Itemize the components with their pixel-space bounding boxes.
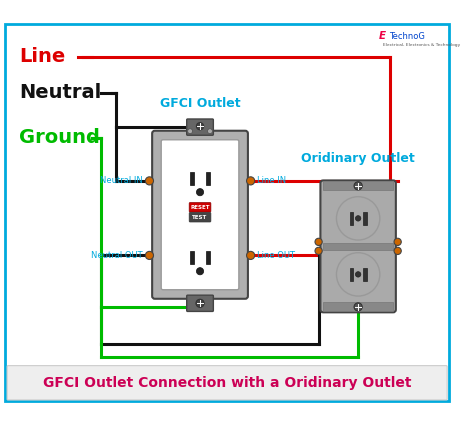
Bar	[190, 251, 194, 264]
Bar	[190, 172, 194, 185]
Circle shape	[196, 268, 204, 275]
Bar	[349, 212, 353, 225]
Text: E: E	[378, 31, 385, 41]
FancyBboxPatch shape	[152, 131, 248, 299]
Bar	[363, 268, 367, 280]
Text: RESET: RESET	[190, 205, 210, 210]
FancyBboxPatch shape	[7, 366, 447, 400]
Circle shape	[356, 215, 361, 221]
Circle shape	[315, 247, 322, 255]
Circle shape	[356, 272, 361, 277]
FancyBboxPatch shape	[323, 243, 393, 250]
Text: Electrical, Electronics & Technology: Electrical, Electronics & Technology	[383, 43, 460, 47]
FancyBboxPatch shape	[187, 119, 213, 135]
Circle shape	[196, 122, 204, 130]
Circle shape	[188, 129, 192, 134]
Circle shape	[196, 299, 204, 307]
Bar	[206, 251, 210, 264]
Circle shape	[246, 251, 255, 260]
Circle shape	[337, 197, 380, 240]
FancyBboxPatch shape	[323, 303, 393, 312]
Circle shape	[337, 253, 380, 296]
Circle shape	[246, 177, 255, 185]
Circle shape	[354, 303, 362, 311]
Bar	[363, 212, 367, 225]
Text: Ground: Ground	[19, 128, 100, 147]
FancyBboxPatch shape	[323, 181, 393, 190]
Circle shape	[196, 189, 204, 196]
Text: GFCI Outlet: GFCI Outlet	[160, 96, 240, 110]
Text: Oridinary Outlet: Oridinary Outlet	[301, 152, 415, 165]
Circle shape	[315, 238, 322, 246]
Text: Neutral: Neutral	[19, 83, 101, 102]
Circle shape	[208, 129, 212, 134]
FancyBboxPatch shape	[189, 212, 211, 222]
Text: Line IN: Line IN	[257, 176, 286, 185]
FancyBboxPatch shape	[189, 203, 211, 212]
FancyBboxPatch shape	[320, 181, 396, 312]
Circle shape	[146, 177, 154, 185]
FancyBboxPatch shape	[5, 24, 449, 401]
FancyBboxPatch shape	[187, 295, 213, 312]
Circle shape	[394, 247, 401, 255]
Circle shape	[146, 251, 154, 260]
Text: Line: Line	[19, 47, 65, 66]
Text: TEST: TEST	[192, 215, 208, 220]
Text: Line OUT: Line OUT	[257, 251, 295, 260]
Circle shape	[394, 238, 401, 246]
Circle shape	[354, 182, 362, 190]
Text: Neutral OUT: Neutral OUT	[91, 251, 143, 260]
Bar	[349, 268, 353, 280]
Text: Neutral IN: Neutral IN	[100, 176, 143, 185]
Text: TechnoG: TechnoG	[389, 32, 425, 41]
Bar	[206, 172, 210, 185]
Text: GFCI Outlet Connection with a Oridinary Outlet: GFCI Outlet Connection with a Oridinary …	[43, 376, 411, 390]
FancyBboxPatch shape	[161, 140, 239, 290]
